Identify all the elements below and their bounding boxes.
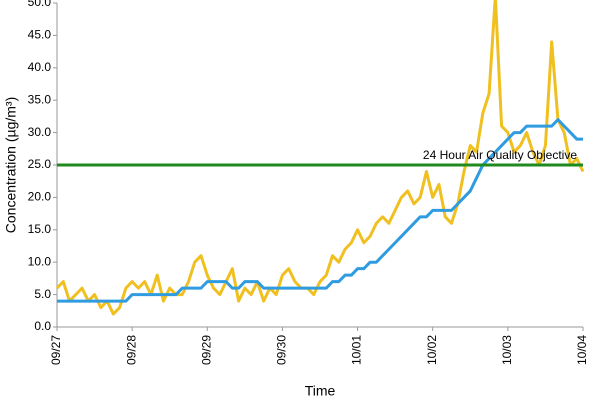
- data-line: [55, 0, 585, 316]
- x-tick-label: 09/27: [49, 335, 63, 365]
- x-axis-label: Time: [305, 383, 336, 399]
- x-tick-label: 09/30: [275, 335, 289, 365]
- y-tick-label: 35.0: [28, 92, 52, 106]
- y-tick-label: 5.0: [34, 287, 51, 301]
- y-tick-label: 40.0: [28, 60, 52, 74]
- y-tick-label: 10.0: [28, 254, 52, 268]
- y-axis-label: Concentration (µg/m³): [3, 97, 19, 233]
- y-tick-label: 20.0: [28, 190, 52, 204]
- x-tick-label: 10/03: [500, 335, 514, 365]
- y-tick-label: 45.0: [28, 28, 52, 42]
- data-line: [57, 118, 583, 303]
- reference-label: 24 Hour Air Quality Objective: [423, 148, 577, 162]
- y-tick-label: 30.0: [28, 125, 52, 139]
- y-tick-label: 15.0: [28, 222, 52, 236]
- y-tick-label: 50.0: [28, 0, 52, 9]
- x-tick-label: 10/04: [575, 335, 589, 365]
- x-tick-label: 10/02: [425, 335, 439, 365]
- x-tick-label: 10/01: [350, 335, 364, 365]
- x-tick-label: 09/28: [124, 335, 138, 365]
- x-tick-label: 09/29: [199, 335, 213, 365]
- y-tick-label: 0.0: [34, 319, 51, 333]
- y-tick-label: 25.0: [28, 157, 52, 171]
